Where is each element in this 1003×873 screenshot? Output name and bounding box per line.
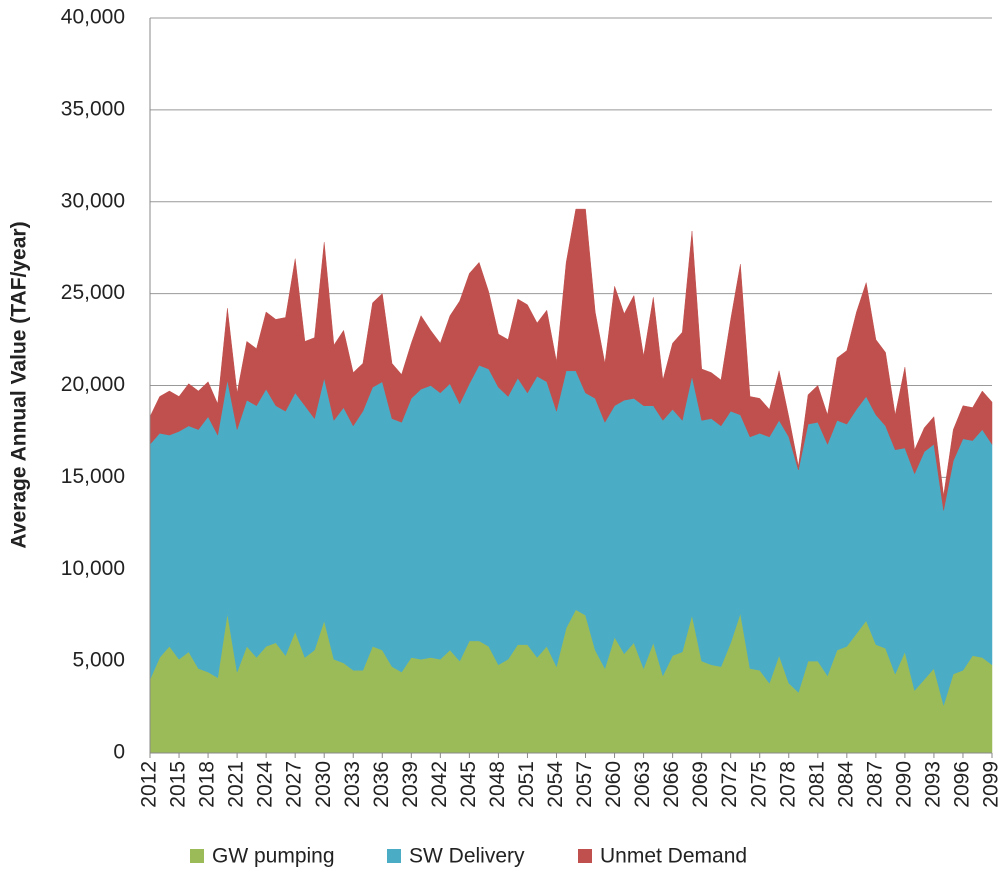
x-tick-label: 2045 — [457, 761, 480, 808]
y-tick-label: 5,000 — [72, 649, 125, 672]
x-tick-label: 2069 — [689, 761, 712, 808]
y-tick-label: 40,000 — [61, 6, 125, 29]
y-tick-label: 15,000 — [61, 465, 125, 488]
legend-label: SW Delivery — [409, 845, 525, 868]
x-tick-label: 2072 — [718, 761, 741, 808]
x-tick-label: 2033 — [341, 761, 364, 808]
y-tick-label: 0 — [113, 741, 125, 764]
x-tick-label: 2066 — [660, 761, 683, 808]
x-tick-label: 2087 — [863, 761, 886, 808]
y-tick-label: 20,000 — [61, 373, 125, 396]
x-tick-label: 2048 — [486, 761, 509, 808]
x-tick-label: 2027 — [283, 761, 306, 808]
x-tick-label: 2039 — [399, 761, 422, 808]
x-tick-label: 2060 — [602, 761, 625, 808]
x-tick-label: 2093 — [921, 761, 944, 808]
x-tick-label: 2096 — [951, 761, 974, 808]
legend-swatch — [190, 849, 204, 863]
x-tick-label: 2051 — [515, 761, 538, 808]
y-tick-label: 35,000 — [61, 97, 125, 120]
y-tick-label: 10,000 — [61, 557, 125, 580]
legend-swatch — [387, 849, 401, 863]
area — [149, 208, 993, 511]
x-tick-label: 2015 — [167, 761, 190, 808]
y-tick-label: 30,000 — [61, 189, 125, 212]
x-tick-label: 2036 — [370, 761, 393, 808]
x-tick-label: 2063 — [631, 761, 654, 808]
x-tick-label: 2030 — [312, 761, 335, 808]
x-tick-label: 2012 — [138, 761, 161, 808]
x-tick-label: 2075 — [747, 761, 770, 808]
legend-swatch — [578, 849, 592, 863]
y-tick-label: 25,000 — [61, 281, 125, 304]
x-tick-label: 2018 — [196, 761, 219, 808]
x-tick-label: 2081 — [805, 761, 828, 808]
x-tick-label: 2042 — [428, 761, 451, 808]
x-tick-label: 2021 — [225, 761, 248, 808]
x-tick-label: 2057 — [573, 761, 596, 808]
legend-label: Unmet Demand — [600, 845, 747, 868]
x-tick-label: 2084 — [834, 761, 857, 808]
x-tick-label: 2078 — [776, 761, 799, 808]
legend-label: GW pumping — [212, 845, 335, 868]
x-tick-label: 2090 — [892, 761, 915, 808]
x-tick-label: 2099 — [980, 761, 1003, 808]
y-axis-label: Average Annual Value (TAF/year) — [8, 221, 31, 548]
x-tick-label: 2054 — [544, 761, 567, 808]
x-tick-label: 2024 — [254, 761, 277, 808]
